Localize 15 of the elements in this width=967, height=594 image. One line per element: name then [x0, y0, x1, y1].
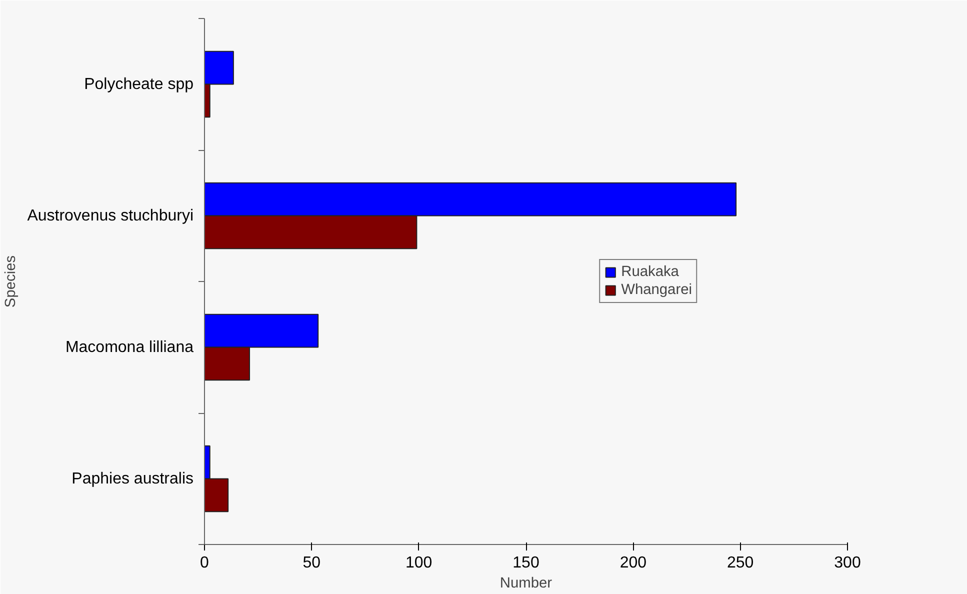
y-tick-label: Paphies australis — [72, 470, 194, 488]
y-tick-label: Austrovenus stuchburyi — [27, 207, 194, 224]
y-tick-label: Macomona lilliana — [65, 338, 194, 356]
x-tick-label: 100 — [405, 554, 432, 572]
x-tick-label: 300 — [834, 554, 861, 572]
x-tick-label: 200 — [620, 554, 647, 572]
legend-label: Ruakaka — [621, 264, 679, 280]
x-tick-label: 0 — [200, 554, 210, 572]
x-tick-label: 150 — [512, 554, 540, 572]
x-axis-title: Number — [500, 576, 552, 592]
y-axis-title: Species — [3, 255, 20, 308]
legend-label: Whangarei — [621, 282, 692, 298]
y-tick-label: Polycheate spp — [84, 76, 194, 93]
x-tick-label: 50 — [302, 554, 321, 572]
x-tick-label: 250 — [726, 554, 754, 572]
